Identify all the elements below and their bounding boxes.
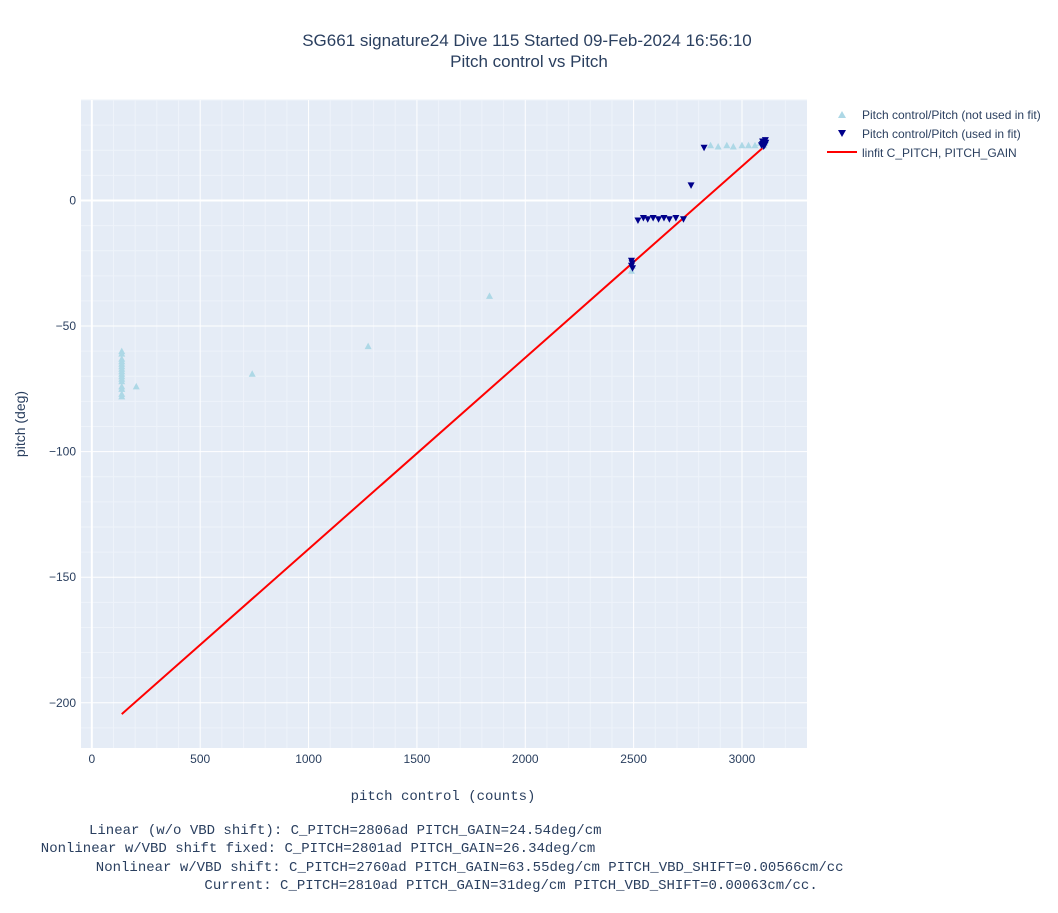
y-tick-label: −50	[56, 319, 77, 333]
point-not-used[interactable]	[118, 377, 126, 385]
x-tick-label: 1500	[404, 752, 431, 766]
x-tick-label: 3000	[729, 752, 756, 766]
point-not-used[interactable]	[248, 370, 256, 377]
point-not-used[interactable]	[723, 141, 731, 149]
x-tick-label: 2500	[620, 752, 647, 766]
legend-label-not-used: Pitch control/Pitch (not used in fit)	[862, 108, 1041, 122]
point-not-used[interactable]	[738, 141, 746, 149]
legend-item-not-used[interactable]: Pitch control/Pitch (not used in fit)	[838, 108, 1041, 122]
x-axis-label: pitch control (counts)	[351, 789, 536, 805]
legend-item-used[interactable]: Pitch control/Pitch (used in fit)	[838, 127, 1021, 141]
point-not-used[interactable]	[627, 267, 635, 274]
x-tick-label: 2000	[512, 752, 539, 766]
point-used[interactable]	[760, 143, 768, 150]
point-not-used[interactable]	[118, 385, 126, 392]
point-used[interactable]	[644, 216, 652, 223]
legend-marker-used	[838, 130, 846, 137]
legend: Pitch control/Pitch (not used in fit) Pi…	[827, 108, 1041, 160]
point-used[interactable]	[672, 215, 680, 222]
point-not-used[interactable]	[118, 392, 126, 400]
point-used[interactable]	[660, 215, 668, 222]
point-used[interactable]	[687, 182, 695, 189]
note-line: Nonlinear w/VBD shift: C_PITCH=2760ad PI…	[37, 860, 844, 876]
point-not-used[interactable]	[486, 292, 494, 299]
y-axis-label: pitch (deg)	[12, 391, 28, 457]
x-tick-labels: 0 500 1000 1500 2000 2500 3000	[88, 752, 755, 766]
y-tick-labels: −200 −150 −100 −50 0	[49, 193, 76, 709]
x-tick-label: 0	[88, 752, 95, 766]
point-not-used[interactable]	[364, 342, 372, 350]
y-tick-label: −200	[49, 696, 76, 710]
chart-subtitle: Pitch control vs Pitch	[450, 52, 608, 71]
point-used[interactable]	[655, 216, 663, 223]
note-line: Current: C_PITCH=2810ad PITCH_GAIN=31deg…	[28, 878, 818, 894]
used-series	[627, 137, 770, 272]
legend-label-fit: linfit C_PITCH, PITCH_GAIN	[862, 146, 1017, 160]
point-not-used[interactable]	[714, 142, 722, 150]
point-used[interactable]	[629, 265, 637, 272]
legend-item-fit[interactable]: linfit C_PITCH, PITCH_GAIN	[827, 146, 1017, 160]
point-not-used[interactable]	[751, 141, 759, 149]
y-tick-label: 0	[69, 193, 76, 207]
note-line: Linear (w/o VBD shift): C_PITCH=2806ad P…	[47, 823, 602, 839]
x-tick-label: 500	[190, 752, 210, 766]
point-used[interactable]	[759, 138, 767, 145]
fit-line-series	[121, 144, 767, 715]
point-used[interactable]	[649, 215, 657, 222]
chart-title: SG661 signature24 Dive 115 Started 09-Fe…	[302, 31, 752, 50]
legend-marker-not-used	[838, 111, 846, 118]
x-tick-label: 1000	[295, 752, 322, 766]
chart: SG661 signature24 Dive 115 Started 09-Fe…	[12, 31, 1041, 805]
note-line: Nonlinear w/VBD shift fixed: C_PITCH=280…	[24, 841, 596, 857]
legend-label-used: Pitch control/Pitch (used in fit)	[862, 127, 1021, 141]
point-not-used[interactable]	[729, 142, 737, 150]
point-not-used[interactable]	[132, 382, 140, 390]
point-not-used[interactable]	[118, 350, 126, 357]
point-used[interactable]	[628, 260, 636, 267]
y-tick-label: −150	[49, 570, 76, 584]
point-used[interactable]	[665, 216, 673, 223]
point-used[interactable]	[679, 216, 687, 223]
fit-notes: Linear (w/o VBD shift): C_PITCH=2806ad P…	[0, 822, 1058, 913]
point-used[interactable]	[700, 144, 708, 152]
plot-area[interactable]	[81, 100, 807, 748]
fit-line[interactable]	[121, 144, 767, 715]
point-used[interactable]	[634, 217, 642, 225]
grid	[81, 99, 807, 748]
y-tick-label: −100	[49, 445, 76, 459]
point-not-used[interactable]	[744, 141, 752, 149]
point-not-used[interactable]	[707, 141, 715, 149]
